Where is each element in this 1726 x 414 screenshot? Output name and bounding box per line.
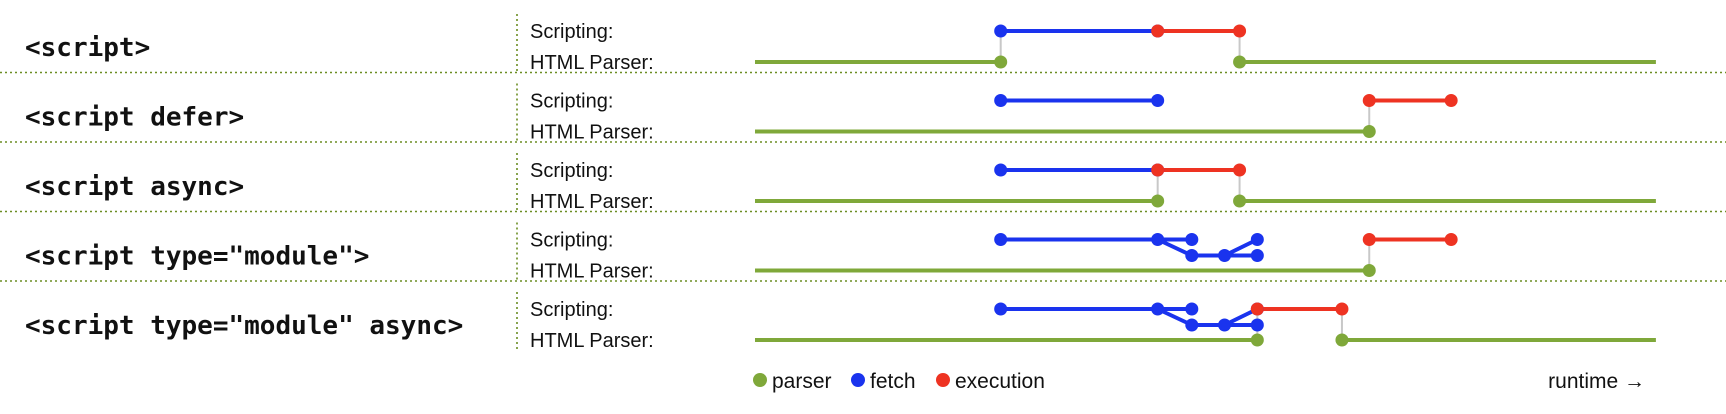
event-dot bbox=[1444, 233, 1458, 246]
script-tag-label: <script type="module"> bbox=[25, 242, 369, 272]
html-parser-label: HTML Parser: bbox=[530, 330, 654, 352]
event-dot bbox=[1233, 163, 1247, 177]
event-dot bbox=[1218, 249, 1232, 262]
event-dot bbox=[1233, 55, 1247, 69]
event-dot bbox=[1185, 302, 1199, 316]
event-dot bbox=[994, 233, 1008, 246]
script-row: <script defer> Scripting: HTML Parser: bbox=[25, 83, 1458, 144]
event-dot bbox=[1185, 318, 1199, 332]
legend-parser-dot bbox=[753, 373, 767, 387]
event-dot bbox=[1185, 249, 1199, 262]
event-dot bbox=[1250, 302, 1264, 316]
scripting-label: Scripting: bbox=[530, 21, 613, 43]
legend-fetch-dot bbox=[851, 373, 865, 387]
legend-execution-dot bbox=[936, 373, 950, 387]
script-row: <script type="module" async> Scripting: HT… bbox=[25, 292, 1656, 352]
legend-execution-label: execution bbox=[955, 370, 1045, 393]
html-parser-label: HTML Parser: bbox=[530, 52, 654, 74]
event-dot bbox=[1250, 333, 1264, 347]
html-parser-label: HTML Parser: bbox=[530, 191, 654, 213]
html-parser-label: HTML Parser: bbox=[530, 122, 654, 144]
event-dot bbox=[1151, 94, 1165, 107]
event-dot bbox=[994, 163, 1008, 177]
script-row: <script async> Scripting: HTML Parser: bbox=[25, 153, 1656, 213]
event-dot bbox=[1250, 233, 1264, 246]
event-dot bbox=[1362, 264, 1376, 277]
event-dot bbox=[1335, 333, 1349, 347]
rows-layer: <script>Scripting:HTML Parser:<script de… bbox=[25, 14, 1656, 352]
event-dot bbox=[1185, 233, 1199, 246]
event-dot bbox=[1362, 125, 1376, 138]
event-dot bbox=[994, 94, 1008, 107]
event-dot bbox=[1335, 302, 1349, 316]
script-tag-label: <script> bbox=[25, 33, 150, 63]
script-row: <script type="module"> Scripting: HTML Par… bbox=[25, 222, 1458, 283]
scripting-label: Scripting: bbox=[530, 299, 613, 321]
script-row: <script> Scripting: HTML Parser: bbox=[25, 14, 1656, 74]
html-parser-label: HTML Parser: bbox=[530, 261, 654, 283]
event-dot bbox=[1362, 233, 1376, 246]
event-dot bbox=[1151, 24, 1165, 38]
scripting-label: Scripting: bbox=[530, 230, 613, 252]
script-tag-label: <script type="module" async> bbox=[25, 311, 463, 341]
event-dot bbox=[1218, 318, 1232, 332]
runtime-axis-label: runtime → bbox=[1548, 370, 1645, 393]
legend-parser-label: parser bbox=[772, 370, 832, 393]
event-dot bbox=[994, 55, 1008, 69]
event-dot bbox=[1250, 249, 1264, 262]
script-tag-label: <script async> bbox=[25, 172, 244, 202]
event-dot bbox=[1444, 94, 1458, 107]
script-tag-label: <script defer> bbox=[25, 103, 244, 133]
event-dot bbox=[1233, 194, 1247, 208]
event-dot bbox=[994, 24, 1008, 38]
event-dot bbox=[1250, 318, 1264, 332]
legend-fetch-label: fetch bbox=[870, 370, 916, 393]
event-dot bbox=[994, 302, 1008, 316]
legend: parser fetch execution runtime → bbox=[753, 370, 1645, 393]
event-dot bbox=[1151, 233, 1165, 246]
scripting-label: Scripting: bbox=[530, 160, 613, 182]
event-dot bbox=[1151, 302, 1165, 316]
event-dot bbox=[1151, 163, 1165, 177]
event-dot bbox=[1151, 194, 1165, 208]
event-dot bbox=[1362, 94, 1376, 107]
event-dot bbox=[1233, 24, 1247, 38]
scripting-label: Scripting: bbox=[530, 91, 613, 113]
